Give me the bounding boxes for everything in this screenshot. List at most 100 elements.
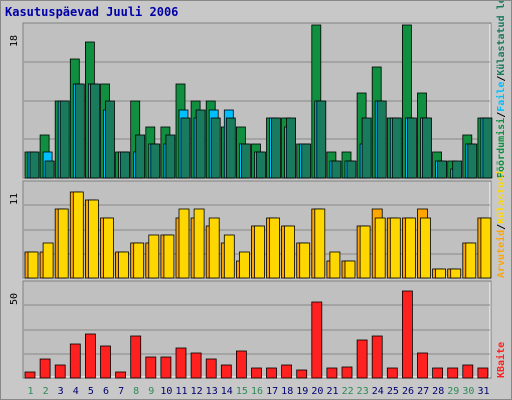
day-label: 29 [447, 386, 459, 397]
bar-kbytes-day-31 [477, 367, 489, 379]
bar-sites-day-20 [314, 208, 326, 279]
y-max-label: 11 [9, 193, 20, 205]
bar-pages-day-6 [105, 100, 115, 179]
bar-kbytes-day-16 [251, 367, 262, 379]
bar-kbytes-day-5 [85, 333, 96, 379]
bar-sites-day-29 [450, 268, 462, 279]
bar-pages-day-9 [150, 143, 161, 179]
bar-sites-day-17 [269, 217, 280, 279]
bar-pages-day-26 [406, 117, 417, 179]
bar-pages-day-4 [74, 83, 85, 179]
bar-pages-day-29 [452, 160, 463, 179]
bar-sites-day-11 [178, 208, 190, 279]
bar-kbytes-day-17 [266, 367, 277, 379]
legend-top: Pöördumisi/Faile/Külastatud lehti [495, 1, 507, 178]
bar-kbytes-day-15 [235, 350, 247, 379]
bar-pages-day-8 [135, 134, 146, 179]
day-label: 25 [387, 386, 399, 397]
bar-kbytes-day-3 [54, 364, 66, 379]
day-label: 10 [160, 386, 172, 397]
bar-sites-day-31 [480, 217, 492, 279]
bar-sites-day-3 [57, 208, 69, 279]
legend-sep: / [496, 224, 507, 230]
bar-kbytes-day-10 [160, 356, 172, 379]
bar-sites-day-4 [72, 191, 84, 279]
bar-pages-day-17 [271, 117, 281, 179]
bar-sites-day-24 [374, 217, 386, 279]
bar-sites-day-30 [465, 242, 477, 279]
bar-kbytes-day-21 [326, 367, 338, 379]
day-label: 31 [477, 386, 489, 397]
legend-sites: Külastusi [495, 170, 507, 224]
bar-pages-day-10 [165, 134, 176, 179]
day-label: 28 [432, 386, 444, 397]
bar-pages-day-7 [120, 151, 130, 179]
bar-kbytes-day-4 [69, 343, 81, 379]
day-label: 5 [88, 386, 94, 397]
bar-kbytes-day-24 [371, 335, 383, 379]
bar-kbytes-day-29 [447, 367, 459, 379]
day-label: 12 [191, 386, 203, 397]
day-label: 2 [43, 386, 49, 397]
bar-sites-day-9 [148, 234, 160, 279]
bar-pages-day-31 [482, 117, 493, 179]
bar-pages-day-18 [286, 117, 297, 179]
legend-sep: / [496, 112, 507, 118]
day-label: 6 [103, 386, 109, 397]
bar-kbytes-day-6 [100, 345, 111, 379]
bar-kbytes-day-12 [190, 352, 202, 379]
bar-pages-day-15 [240, 143, 251, 179]
bar-pages-day-14 [225, 117, 236, 179]
bar-sites-day-25 [389, 217, 401, 279]
day-label: 8 [133, 386, 139, 397]
legend-bottom: KBaite [495, 342, 507, 378]
bar-pages-day-27 [422, 117, 432, 179]
bar-sites-day-22 [344, 260, 356, 279]
day-label: 18 [281, 386, 293, 397]
day-label: 9 [148, 386, 154, 397]
bar-kbytes-day-22 [341, 366, 353, 379]
day-label: 23 [357, 386, 369, 397]
day-label: 17 [266, 386, 278, 397]
day-label: 14 [221, 386, 233, 397]
bar-sites-day-23 [359, 225, 371, 279]
bar-pages-day-1 [29, 151, 40, 179]
bar-pages-day-2 [44, 160, 55, 179]
bar-sites-day-8 [133, 242, 145, 279]
bar-kbytes-day-30 [462, 364, 474, 379]
series-kbytes [24, 290, 489, 379]
bar-pages-day-22 [346, 160, 357, 179]
bar-pages-day-12 [195, 109, 206, 179]
day-label: 4 [73, 386, 79, 397]
bar-pages-day-23 [361, 117, 372, 179]
bar-kbytes-day-18 [281, 364, 293, 379]
legend-pages: Pöördumisi [495, 118, 507, 178]
legend-sep: / [496, 76, 507, 82]
panel-top: 18 [9, 22, 493, 179]
bar-sites-day-21 [329, 251, 341, 279]
bar-sites-day-27 [420, 217, 431, 279]
y-max-label: 18 [9, 35, 20, 47]
bar-kbytes-day-2 [39, 358, 51, 379]
day-label: 15 [236, 386, 248, 397]
bar-sites-day-2 [42, 242, 54, 279]
day-label: 1 [27, 386, 33, 397]
bar-pages-day-5 [90, 83, 100, 179]
bar-kbytes-day-11 [175, 347, 187, 379]
bar-sites-day-12 [193, 208, 205, 279]
bar-kbytes-day-8 [130, 335, 142, 379]
legend-files: Faile [495, 82, 507, 112]
bar-sites-day-7 [118, 251, 129, 279]
legend-kbytes: KBaite [495, 342, 507, 378]
bar-sites-day-5 [88, 199, 99, 279]
bar-pages-day-20 [316, 100, 327, 179]
bar-kbytes-day-19 [296, 369, 308, 379]
day-labels: 1 2 3 4 5 6 7 8 9 10 11 12 13 14 15 16 17 18 19 20 21 22 23 24 2… [27, 386, 489, 397]
day-label: 30 [462, 386, 474, 397]
bar-kbytes-day-26 [401, 290, 413, 379]
bar-kbytes-day-9 [145, 356, 157, 379]
day-label: 24 [372, 386, 384, 397]
panel-middle: 11 [9, 180, 492, 279]
bar-kbytes-day-7 [115, 371, 126, 379]
day-label: 26 [402, 386, 414, 397]
